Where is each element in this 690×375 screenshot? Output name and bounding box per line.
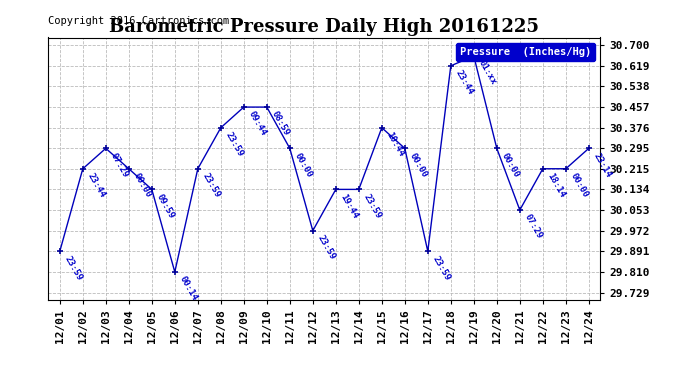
Text: 10:44: 10:44 <box>384 130 406 158</box>
Text: 23:44: 23:44 <box>453 69 475 96</box>
Text: 23:59: 23:59 <box>201 171 221 199</box>
Text: 19:44: 19:44 <box>339 192 359 220</box>
Text: 01:xx: 01:xx <box>477 59 497 87</box>
Text: 07:29: 07:29 <box>108 151 130 179</box>
Text: 23:14: 23:14 <box>591 151 613 179</box>
Text: 07:29: 07:29 <box>522 213 544 241</box>
Text: 09:59: 09:59 <box>155 192 176 220</box>
Text: 00:00: 00:00 <box>132 171 152 199</box>
Text: 23:59: 23:59 <box>315 234 337 261</box>
Text: 08:59: 08:59 <box>270 110 290 138</box>
Text: 18:14: 18:14 <box>546 171 566 199</box>
Text: 09:44: 09:44 <box>246 110 268 138</box>
Text: 00:00: 00:00 <box>500 151 521 179</box>
Text: 00:14: 00:14 <box>177 275 199 303</box>
Text: 00:00: 00:00 <box>569 171 590 199</box>
Text: 00:00: 00:00 <box>293 151 314 179</box>
Title: Barometric Pressure Daily High 20161225: Barometric Pressure Daily High 20161225 <box>109 18 540 36</box>
Text: 23:59: 23:59 <box>63 254 83 282</box>
Text: 23:59: 23:59 <box>431 254 452 282</box>
Text: 23:59: 23:59 <box>224 130 245 158</box>
Text: 23:59: 23:59 <box>362 192 383 220</box>
Text: 00:00: 00:00 <box>408 151 428 179</box>
Text: Copyright 2016 Cartronics.com: Copyright 2016 Cartronics.com <box>48 16 230 27</box>
Legend: Pressure  (Inches/Hg): Pressure (Inches/Hg) <box>455 43 595 61</box>
Text: 23:44: 23:44 <box>86 171 107 199</box>
